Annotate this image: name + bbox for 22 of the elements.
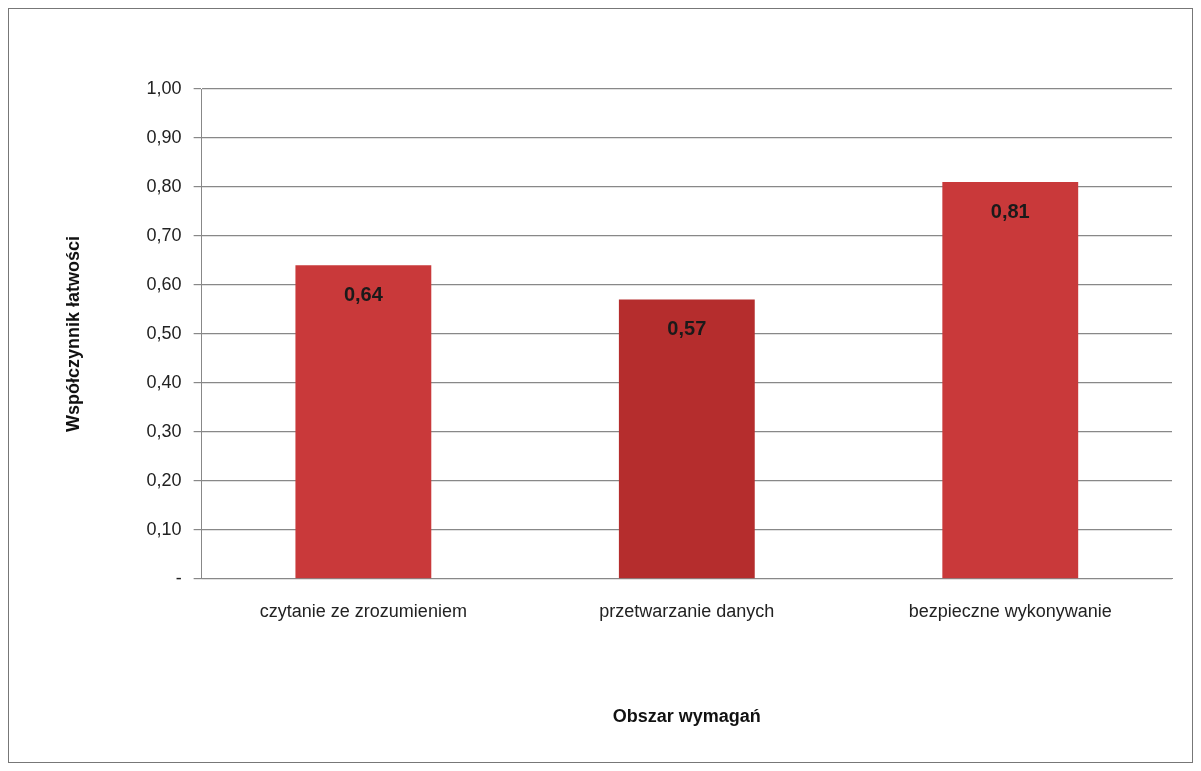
y-tick-label: 0,30 xyxy=(146,420,182,441)
y-tick-label: 0,80 xyxy=(146,175,182,196)
data-label: 0,64 xyxy=(343,282,384,305)
data-label: 0,81 xyxy=(990,199,1030,222)
y-axis-title: Współczynnik łatwości xyxy=(62,235,83,432)
y-tick-label: - xyxy=(175,567,182,588)
y-tick-label: 0,20 xyxy=(146,469,182,490)
x-tick-label: przetwarzanie danych xyxy=(599,600,775,621)
y-tick-label: 0,40 xyxy=(146,371,182,392)
bar xyxy=(295,265,432,579)
bar xyxy=(618,299,755,579)
y-tick-label: 0,90 xyxy=(146,126,182,147)
y-tick-label: 0,60 xyxy=(146,273,182,294)
x-tick-label: czytanie ze zrozumieniem xyxy=(259,600,467,621)
bar xyxy=(942,182,1079,579)
x-axis-title: Obszar wymagań xyxy=(612,706,761,727)
data-label: 0,57 xyxy=(667,317,707,340)
y-tick-label: 0,70 xyxy=(146,224,182,245)
y-tick-label: 0,10 xyxy=(146,518,182,539)
x-tick-label: bezpieczne wykonywanie xyxy=(908,600,1112,621)
y-tick-label: 1,00 xyxy=(146,77,182,98)
y-tick-label: 0,50 xyxy=(146,322,182,343)
